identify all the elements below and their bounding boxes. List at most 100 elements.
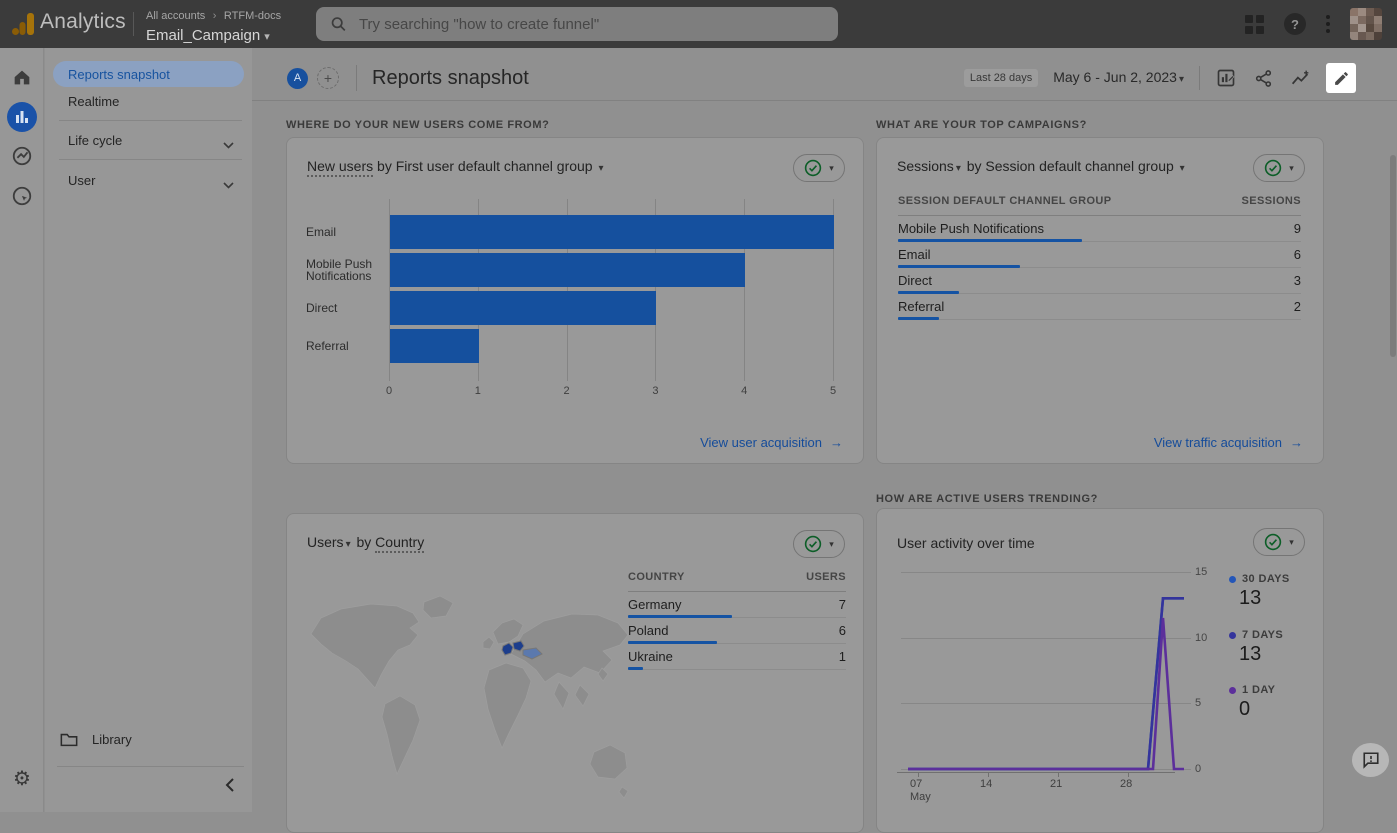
reports-icon[interactable] — [7, 102, 37, 132]
sidebar-item-library[interactable]: Library — [60, 732, 132, 747]
x-axis-label: 14 — [980, 778, 993, 790]
help-icon[interactable]: ? — [1284, 13, 1306, 35]
section-label-campaigns: WHAT ARE YOUR TOP CAMPAIGNS? — [876, 119, 1087, 131]
edit-pencil-icon — [1334, 71, 1348, 85]
gridline — [901, 572, 1191, 573]
app-bar: Analytics All accounts › RTFM-docs Email… — [0, 0, 1397, 48]
data-quality-pill[interactable]: ▾ — [1253, 154, 1305, 182]
series-line-30-days — [908, 596, 1184, 771]
axis-tick-label: 4 — [741, 385, 748, 397]
view-traffic-acquisition-link[interactable]: View traffic acquisition → — [1153, 435, 1303, 450]
row-value: 1 — [838, 649, 846, 664]
sidebar-item-life-cycle[interactable]: Life cycle — [68, 133, 123, 148]
sidebar-item-realtime[interactable]: Realtime — [68, 94, 120, 109]
avatar-pixel — [1350, 24, 1358, 32]
insights-icon[interactable] — [1289, 67, 1311, 89]
data-quality-pill[interactable]: ▾ — [1253, 528, 1305, 556]
bar-email — [390, 215, 834, 249]
data-quality-pill[interactable]: ▾ — [793, 530, 845, 558]
edit-report-button-highlighted[interactable] — [1326, 63, 1356, 93]
arrow-right-icon: → — [830, 435, 843, 450]
legend-item-7-days: 7 DAYS — [1229, 629, 1283, 641]
row-value: 6 — [1293, 247, 1301, 262]
property-selector[interactable]: Email_Campaign ▾ — [146, 27, 270, 44]
apps-grid-icon[interactable] — [1245, 14, 1264, 34]
row-value: 3 — [1293, 273, 1301, 288]
bar-label-mobile-push-notifications: Mobile Push Notifications — [306, 257, 373, 283]
search-input[interactable] — [358, 15, 824, 33]
check-circle-icon — [805, 159, 822, 177]
x-axis-label: 28 — [1120, 778, 1133, 790]
search-box[interactable] — [316, 7, 838, 41]
divider — [133, 12, 134, 36]
avatar-pixel — [1374, 8, 1382, 16]
settings-gear-icon[interactable]: ⚙ — [13, 767, 31, 790]
breadcrumb-org[interactable]: RTFM-docs — [223, 10, 282, 22]
row-label: Germany — [628, 597, 682, 612]
share-icon[interactable] — [1252, 67, 1274, 89]
more-vert-icon[interactable] — [1326, 15, 1330, 33]
add-comparison-button[interactable]: + — [317, 67, 339, 89]
column-header: USERS — [806, 571, 846, 583]
row-bar — [898, 291, 960, 294]
table-row-ukraine: Ukraine 1 — [628, 644, 846, 670]
avatar-pixel — [1358, 8, 1366, 16]
view-user-acquisition-link[interactable]: View user acquisition → — [700, 435, 843, 450]
map-country-poland[interactable] — [512, 640, 525, 652]
sidebar-item-user[interactable]: User — [68, 173, 96, 188]
avatar-pixel — [1366, 32, 1374, 40]
table-row-poland: Poland 6 — [628, 618, 846, 644]
y-axis-label: 15 — [1195, 566, 1208, 578]
caret-down-icon: ▾ — [1178, 74, 1184, 85]
legend-label: 30 DAYS — [1242, 573, 1290, 585]
gridline — [477, 199, 479, 381]
scrollbar-thumb[interactable] — [1390, 155, 1396, 357]
caret-down-icon: ▾ — [1289, 536, 1294, 547]
column-header: COUNTRY — [628, 571, 685, 583]
data-quality-pill[interactable]: ▾ — [793, 154, 845, 182]
sidebar-item-reports-snapshot[interactable]: Reports snapshot — [53, 61, 244, 87]
check-circle-icon — [1265, 159, 1282, 177]
caret-down-icon: ▾ — [955, 163, 961, 174]
breadcrumb[interactable]: All accounts › RTFM-docs Email_Campaign ▾ — [146, 6, 281, 44]
gridline — [566, 199, 568, 381]
advertising-icon[interactable] — [10, 184, 34, 208]
country-dimension: Country — [375, 534, 425, 553]
gridline — [389, 199, 390, 381]
card-title[interactable]: New users by First user default channel … — [307, 158, 606, 177]
folder-icon — [60, 733, 78, 747]
chevron-down-icon[interactable] — [223, 136, 234, 154]
customize-chart-icon[interactable] — [1215, 67, 1237, 89]
nav-rail: ⚙ — [0, 48, 44, 812]
table-row-mobile-push-notifications: Mobile Push Notifications 9 — [898, 216, 1301, 242]
axis-tick-label: 3 — [652, 385, 659, 397]
axis-tick — [918, 772, 919, 777]
bar-label-referral: Referral — [306, 339, 349, 353]
feedback-button[interactable] — [1352, 743, 1389, 777]
row-bar — [628, 641, 718, 644]
avatar-pixel — [1350, 32, 1358, 40]
caret-down-icon: ▾ — [829, 538, 834, 549]
table-row-germany: Germany 7 — [628, 592, 846, 618]
date-range-picker[interactable]: May 6 - Jun 2, 2023 ▾ — [1053, 69, 1184, 85]
product-name: Analytics — [40, 10, 126, 33]
card-title[interactable]: Sessions ▾ by Session default channel gro… — [897, 158, 1185, 174]
collapse-sidebar-button[interactable] — [225, 778, 234, 797]
y-axis-label: 10 — [1195, 631, 1208, 644]
row-value: 9 — [1293, 221, 1301, 236]
explore-icon[interactable] — [10, 144, 34, 168]
avatar-image[interactable] — [1350, 8, 1382, 40]
card-title[interactable]: Users ▾ by Country — [307, 534, 425, 553]
chevron-down-icon[interactable] — [223, 176, 234, 194]
avatar-pixel — [1374, 16, 1382, 24]
home-icon[interactable] — [10, 66, 34, 90]
divider — [57, 766, 244, 767]
caret-down-icon: ▾ — [1289, 162, 1294, 173]
report-avatar[interactable]: A — [287, 67, 308, 89]
row-bar — [628, 615, 733, 618]
breadcrumb-account[interactable]: All accounts — [146, 10, 206, 22]
row-value: 7 — [838, 597, 846, 612]
map-country-ukraine[interactable] — [522, 647, 543, 660]
caret-down-icon: ▾ — [1179, 163, 1185, 174]
map-country-germany[interactable] — [501, 642, 514, 656]
